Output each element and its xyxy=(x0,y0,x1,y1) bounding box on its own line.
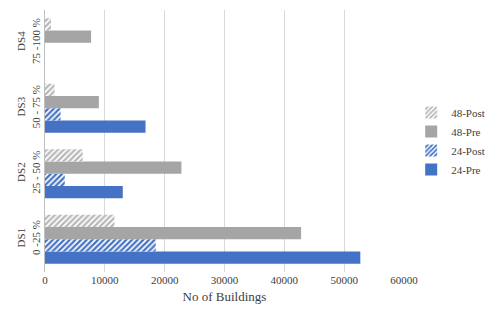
svg-text:DS10 -25 %: DS10 -25 % xyxy=(15,220,41,255)
svg-text:No of Buildings: No of Buildings xyxy=(183,289,267,304)
svg-text:48-Post: 48-Post xyxy=(451,107,485,119)
svg-text:24-Pre: 24-Pre xyxy=(451,164,480,176)
svg-text:50000: 50000 xyxy=(330,274,358,286)
svg-text:DS350 - 75 %: DS350 - 75 % xyxy=(15,85,41,128)
svg-text:30000: 30000 xyxy=(211,274,239,286)
svg-text:40000: 40000 xyxy=(271,274,299,286)
svg-text:20000: 20000 xyxy=(151,274,179,286)
svg-text:0: 0 xyxy=(42,274,48,286)
svg-text:24-Post: 24-Post xyxy=(451,145,485,157)
svg-text:48-Pre: 48-Pre xyxy=(451,126,480,138)
svg-text:10000: 10000 xyxy=(91,274,119,286)
svg-text:60000: 60000 xyxy=(390,274,418,286)
svg-text:DS475 -100 %: DS475 -100 % xyxy=(15,18,41,64)
svg-text:DS225 - 50 %: DS225 - 50 % xyxy=(15,151,41,194)
